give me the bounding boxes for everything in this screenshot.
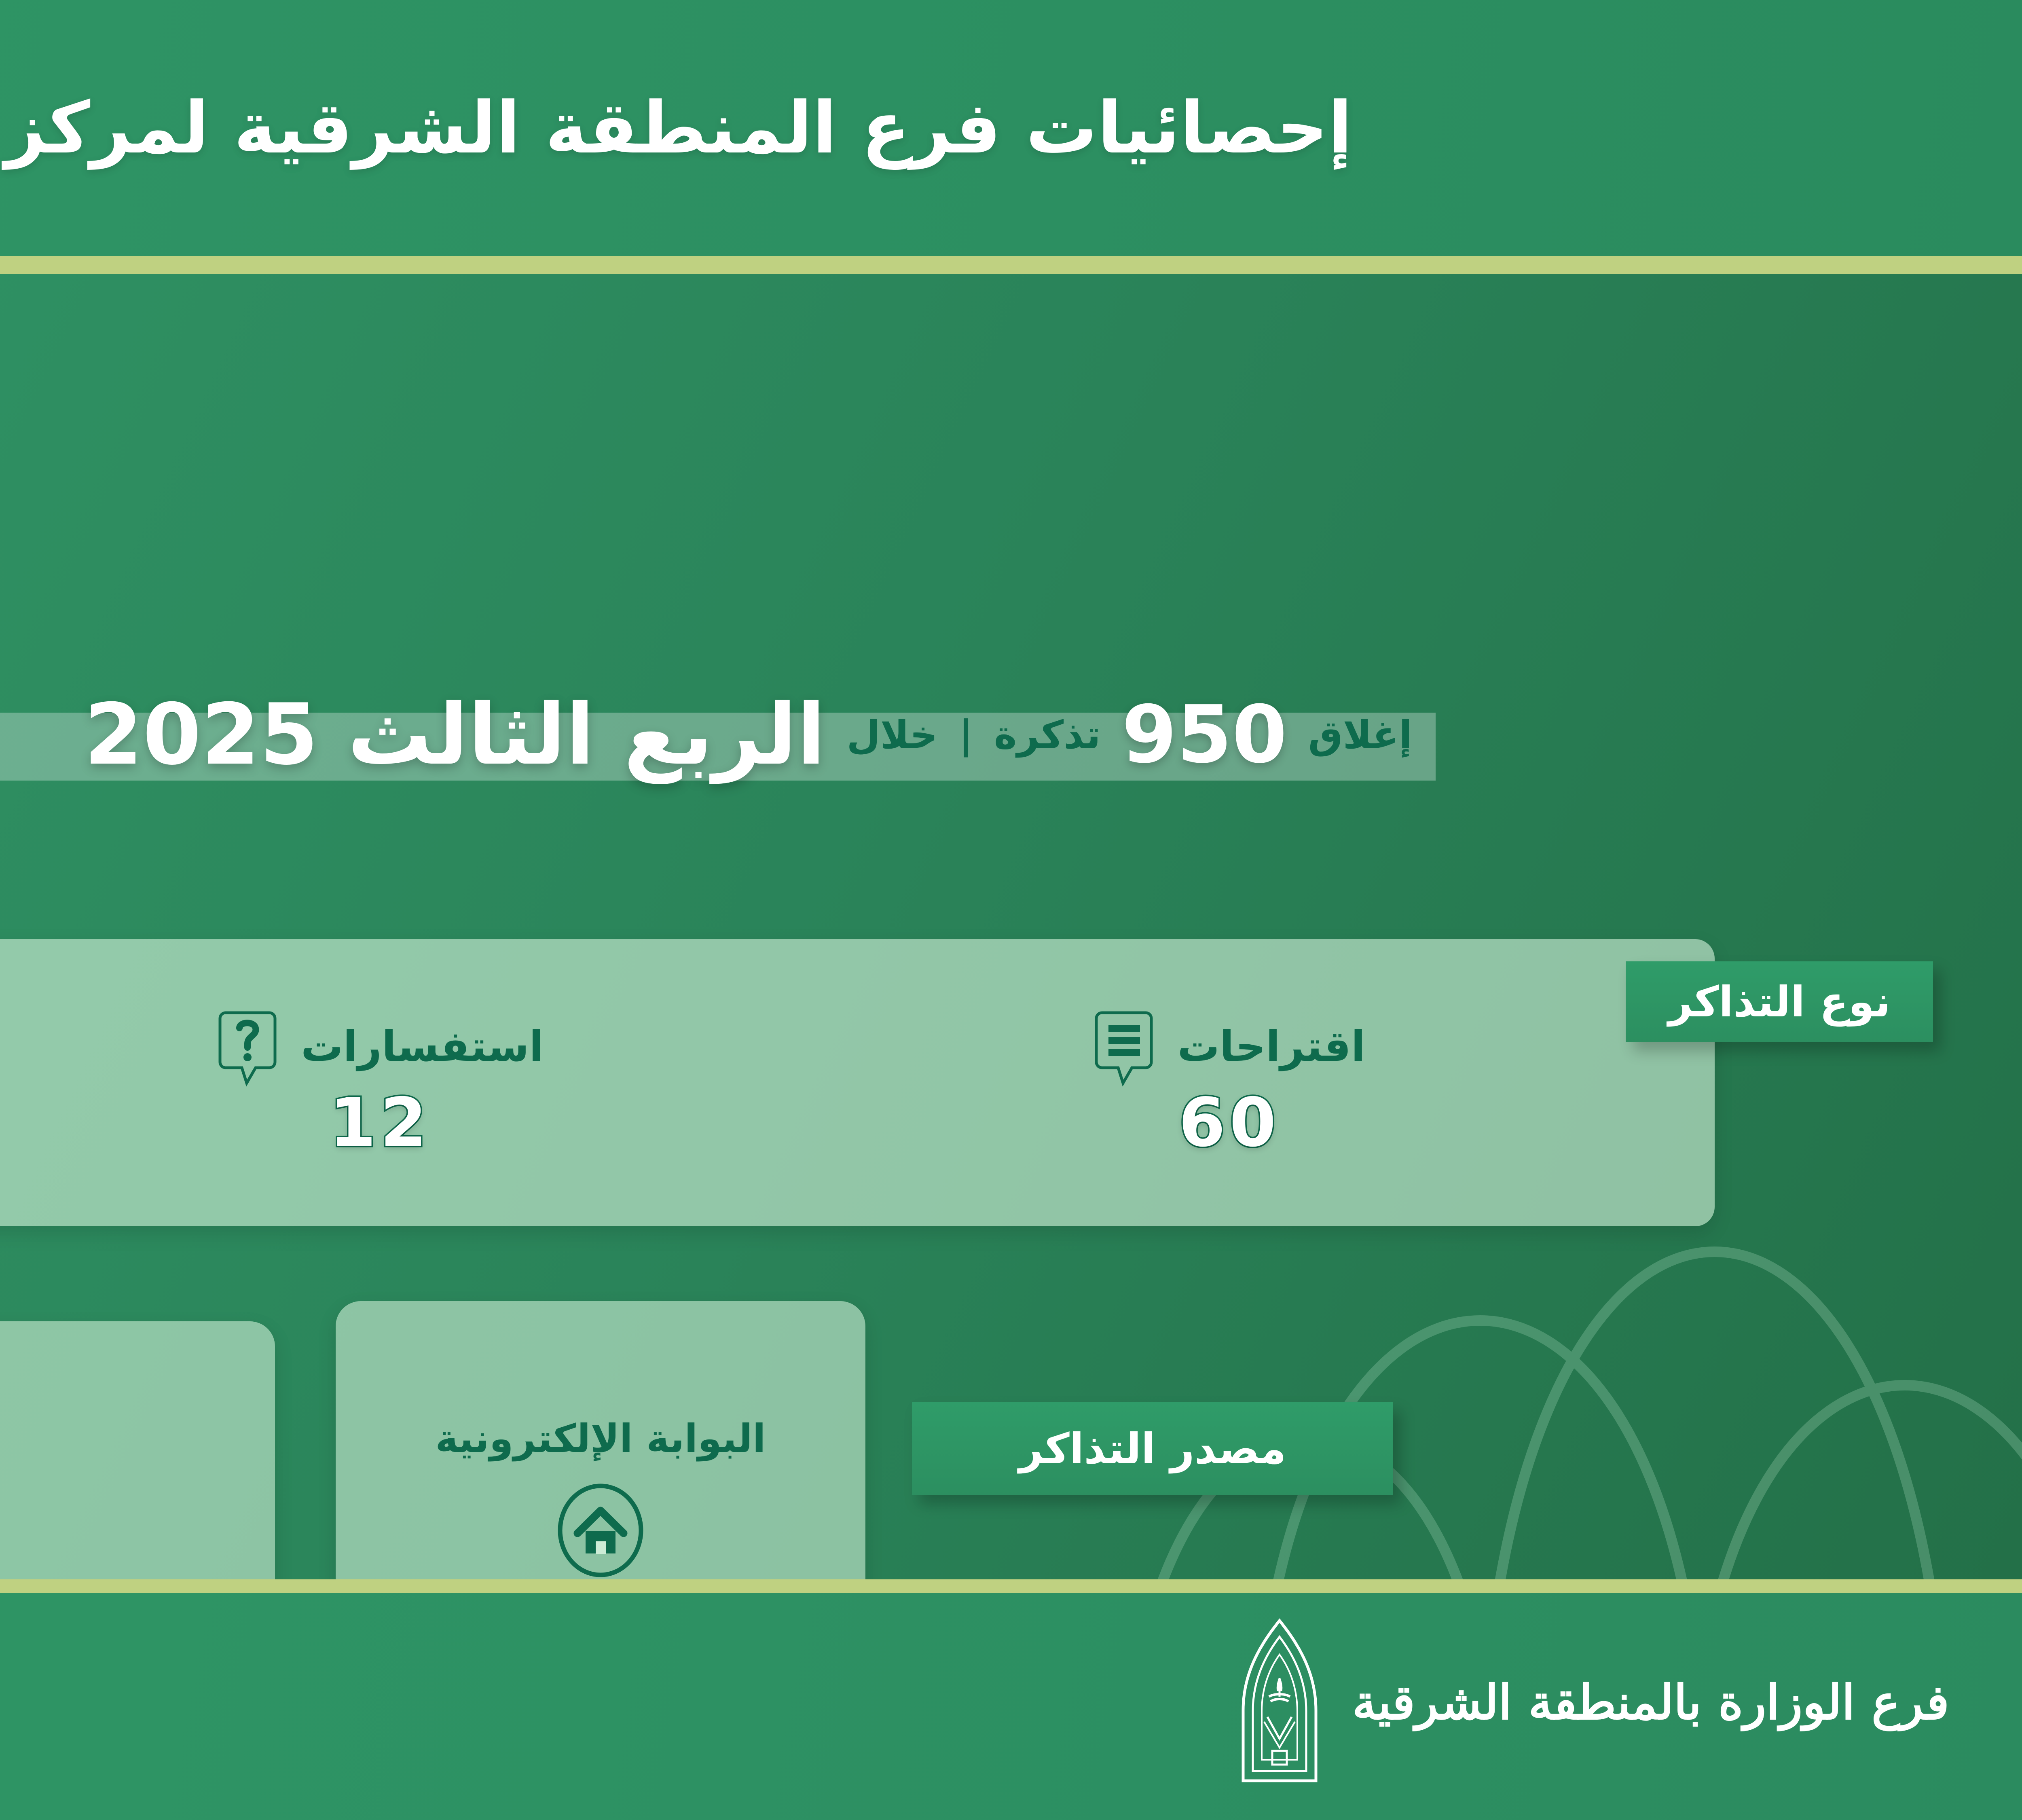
footer-divider: [0, 1579, 2022, 1593]
hotline-row: 1933: [0, 1516, 222, 1579]
ticket-type-label: استفسارات: [300, 1022, 544, 1071]
ticket-type-badge-label: نوع التذاكر: [1668, 977, 1891, 1026]
subtitle-count: 950: [1121, 689, 1287, 781]
subtitle-line: إغلاق 950 تذكرة | خلال الربع الثالث 2025: [0, 658, 1436, 812]
ministry-branch-logo: فرع الوزارة بالمنطقة الشرقية: [1227, 1617, 1949, 1787]
source-card-hotline[interactable]: الرقم الموحد 1933: [0, 1321, 275, 1579]
ticket-type-cell-head: اقتراحات: [1093, 1009, 1366, 1087]
main-body: إغلاق 950 تذكرة | خلال الربع الثالث 2025…: [0, 274, 2022, 1579]
subtitle-band: [0, 713, 1436, 781]
page-title: إحصائيات فرع المنطقة الشرقية لمركز الاتص…: [0, 86, 1353, 169]
list-bubble-icon: [1093, 1009, 1155, 1087]
subtitle-separator: |: [958, 712, 973, 758]
subtitle-period: الربع الثالث 2025: [84, 686, 827, 784]
ticket-type-cell-head: استفسارات: [217, 1009, 544, 1087]
ministry-emblem-icon: [1227, 1617, 1332, 1787]
ticket-source-badge-label: مصدر التذاكر: [1019, 1424, 1286, 1473]
home-circle-icon: [550, 1480, 651, 1579]
ticket-type-value: 60: [1177, 1084, 1280, 1162]
ticket-type-value: 12: [328, 1084, 431, 1162]
subtitle-during: خلال: [846, 712, 938, 758]
footer-band: www.moia.gov.sa: [0, 1593, 2022, 1820]
subtitle-lead: إغلاق: [1308, 712, 1412, 758]
source-card-portal[interactable]: البوابة الإلكترونية moia.gov.sa: [336, 1301, 865, 1579]
ticket-type-panel: البلاغات 878 استفسارات 12: [0, 939, 1715, 1226]
question-bubble-icon: [217, 1009, 278, 1087]
ticket-type-badge: نوع التذاكر: [1626, 961, 1933, 1042]
ticket-type-label: اقتراحات: [1177, 1022, 1366, 1071]
ticket-source-badge: مصدر التذاكر: [912, 1402, 1393, 1495]
header-divider: [0, 256, 2022, 274]
ministry-branch-name: فرع الوزارة بالمنطقة الشرقية: [1352, 1674, 1949, 1731]
ticket-type-cell-inquiries: استفسارات 12: [0, 1009, 805, 1162]
portal-title: البوابة الإلكترونية: [435, 1416, 766, 1461]
subtitle-block: إغلاق 950 تذكرة | خلال الربع الثالث 2025: [0, 658, 1436, 812]
header-band: إحصائيات فرع المنطقة الشرقية لمركز الاتص…: [0, 0, 2022, 256]
subtitle-unit: تذكرة: [994, 712, 1101, 758]
ticket-type-cell-suggestions: اقتراحات 60: [805, 1009, 1654, 1162]
